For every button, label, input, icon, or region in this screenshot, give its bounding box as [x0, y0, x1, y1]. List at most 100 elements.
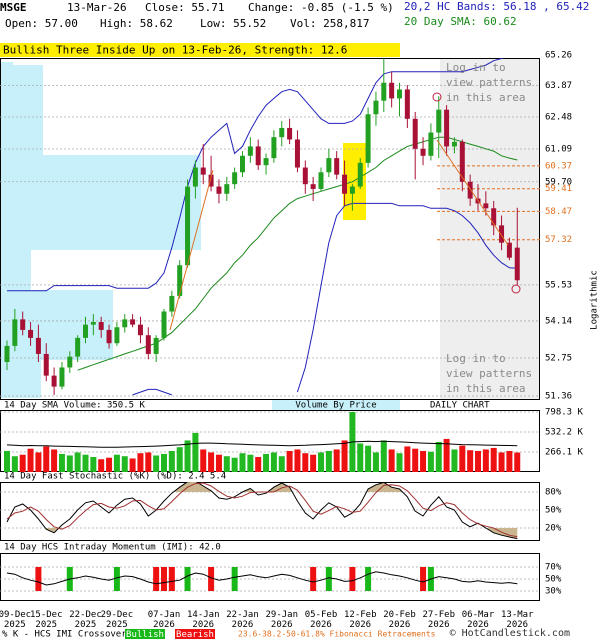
crossover-signal	[325, 567, 332, 591]
volume-bar	[231, 457, 238, 472]
marker	[511, 284, 521, 294]
volume-bar	[318, 452, 324, 472]
x-tick-label: 22-Jan 2026	[226, 610, 259, 630]
candle-body	[114, 327, 120, 344]
crossover-signal	[161, 567, 167, 591]
volume-bar	[27, 448, 34, 472]
x-tick-label: 05-Feb 2026	[304, 610, 338, 630]
chart-note: DAILY CHART	[430, 401, 490, 411]
legend-entry: Bearish	[176, 630, 214, 640]
candle-body	[240, 155, 245, 173]
volume-bar	[223, 456, 230, 472]
volume-bar	[161, 453, 167, 472]
volume-bar	[215, 454, 222, 472]
volume-bar	[459, 445, 466, 472]
y-tick-label: 54.14	[545, 316, 572, 326]
fib-legend: 23.6-38.2-50-61.8% Fibonacci Retracement…	[238, 630, 436, 639]
volume-bar	[451, 449, 458, 472]
candle-body	[271, 137, 277, 159]
candle-body	[43, 353, 49, 376]
candle-body	[491, 208, 497, 226]
candle-body	[75, 337, 81, 357]
crossover-signal	[420, 567, 427, 591]
candle-body	[255, 146, 261, 166]
x-tick-label: 13-Mar 2026	[500, 610, 534, 630]
y-tick-label: 59.70	[545, 177, 572, 187]
series-line	[132, 202, 518, 396]
crossover-signal	[349, 567, 356, 591]
crossover-signal	[365, 567, 372, 591]
candle-body	[208, 174, 214, 187]
volume-bar	[310, 454, 317, 472]
volume-bar	[294, 449, 301, 472]
candle-body	[12, 319, 18, 346]
candle-body	[130, 319, 136, 325]
volume-bar	[74, 452, 81, 472]
candle-body	[28, 329, 34, 338]
volume-bar	[333, 449, 340, 472]
sma-readout: 20 Day SMA: 60.62	[404, 15, 517, 28]
candle-body	[373, 100, 379, 115]
bands-readout: 20,2 HC Bands: 56.18 , 65.42	[404, 0, 589, 13]
candle-body	[137, 324, 143, 336]
volume-bar	[514, 452, 521, 472]
date: 13-Mar-26	[67, 1, 127, 14]
candle-body	[279, 127, 285, 138]
candle-body	[365, 114, 371, 163]
fib-trend	[169, 169, 214, 331]
candle-body	[404, 89, 410, 119]
subtitle-bg	[272, 400, 400, 410]
fib-label: 58.47	[545, 207, 572, 217]
volume: Vol: 258,817	[290, 17, 369, 30]
momentum-panel	[0, 553, 540, 601]
volume-bar	[396, 453, 403, 472]
volume-title: 14 Day SMA Volume: 350.5 K	[4, 401, 145, 411]
y-tick-label: 266.1 K	[545, 448, 584, 458]
crossover-signal	[231, 567, 238, 591]
candle-body	[177, 265, 183, 296]
x-tick-label: 20-Feb 2026	[383, 610, 416, 630]
candle-body	[436, 109, 442, 133]
legend-swatch	[175, 629, 215, 639]
volume-bar	[200, 449, 207, 472]
legend-title: % K - HCS IMI Crossover,	[2, 630, 132, 640]
candle-body	[98, 322, 104, 330]
volume-bar	[270, 452, 277, 472]
candle-body	[192, 167, 198, 187]
volume-bar	[255, 456, 262, 472]
volume-bar	[357, 443, 364, 472]
volume-bar	[467, 450, 474, 472]
candle-body	[342, 174, 348, 194]
candle-body	[161, 311, 167, 338]
volume-bar	[286, 450, 293, 472]
low: Low: 55.52	[200, 17, 266, 30]
candle-body	[499, 225, 505, 243]
y-tick-label: 62.48	[545, 112, 572, 122]
volume-bar	[325, 450, 332, 472]
candle-body	[185, 186, 191, 266]
y-tick-label: 63.87	[545, 81, 572, 91]
candle-body	[397, 89, 402, 99]
login-note[interactable]: Log in to view patterns in this area	[446, 352, 533, 395]
locked-area	[440, 59, 539, 399]
x-tick-label: 14-Jan 2026	[186, 610, 220, 630]
y-tick-label: 80%	[545, 488, 562, 498]
login-note[interactable]: Log in to view patterns in this area	[446, 61, 533, 104]
candle-body	[302, 167, 308, 185]
x-tick-label: 12-Feb 2026	[343, 610, 377, 630]
volume-bar	[106, 457, 113, 472]
volume-bar	[490, 447, 497, 472]
volume-bar	[113, 454, 120, 472]
y-tick-label: 50%	[545, 506, 562, 516]
x-tick-label: 27-Feb 2026	[422, 610, 455, 630]
candle-body	[4, 345, 10, 363]
candle-body	[412, 118, 418, 149]
series-line	[77, 136, 518, 371]
y-tick-label: 70%	[545, 563, 562, 573]
y-tick-label: 30%	[545, 587, 562, 597]
change: Change: -0.85 (-1.5 %)	[248, 1, 394, 14]
volume-bar	[208, 452, 215, 472]
crossover-signal	[153, 567, 160, 591]
candle-body	[420, 148, 426, 156]
open: Open: 57.00	[5, 17, 78, 30]
